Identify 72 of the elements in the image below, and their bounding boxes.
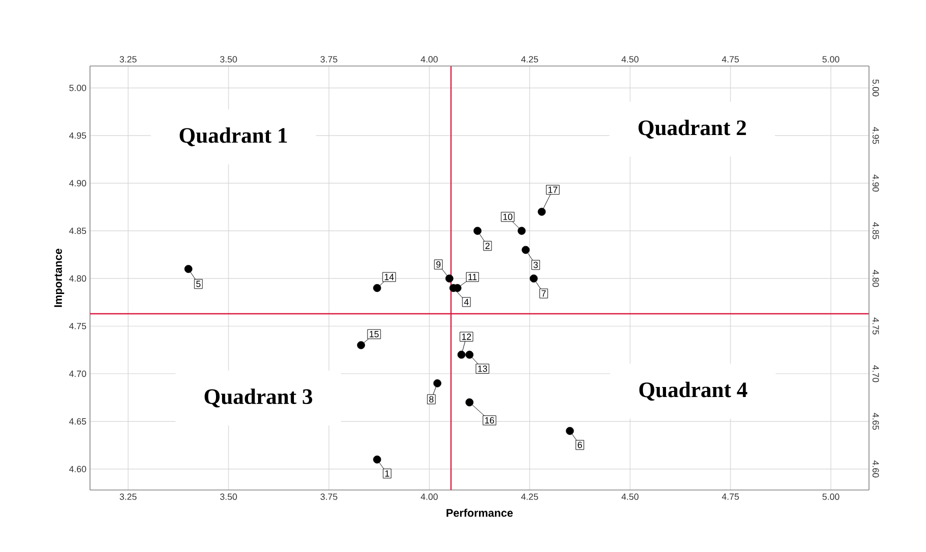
point <box>474 226 482 235</box>
x-tick-label: 4.00 <box>420 56 438 62</box>
point <box>457 350 466 359</box>
x-tick-label: 3.50 <box>220 56 237 62</box>
annotation: Quadrant 1 <box>180 127 287 146</box>
annotation: Quadrant 4 <box>639 382 748 401</box>
annotation: 17 <box>548 186 558 193</box>
annotation: 11 <box>468 274 477 280</box>
x2-tick-label: 4.25 <box>521 494 538 500</box>
y-tick-label: 4.60 <box>69 466 86 472</box>
point <box>465 398 474 406</box>
point <box>445 274 454 282</box>
y-tick-label: 4.85 <box>69 228 86 234</box>
y2-tick-label: 4.85 <box>872 222 879 240</box>
x2-tick-label: 4.00 <box>420 494 438 500</box>
x2-tick-label: 3.50 <box>220 494 237 500</box>
point <box>184 264 192 273</box>
point <box>373 456 382 464</box>
annotation: 14 <box>384 274 394 280</box>
y-axis-title: Importance <box>54 248 64 307</box>
point <box>522 246 530 254</box>
y-tick-label: 4.80 <box>69 275 86 282</box>
y-tick-label: 4.90 <box>69 180 86 186</box>
point <box>518 226 526 235</box>
x-tick-label: 4.75 <box>722 56 739 62</box>
annotation: 6 <box>578 442 582 448</box>
y2-tick-label: 4.95 <box>872 126 879 144</box>
y-tick-label: 5.00 <box>69 84 86 92</box>
y2-tick-label: 4.80 <box>872 270 879 287</box>
y2-tick-label: 5.00 <box>872 80 879 96</box>
x-tick-label: 5.00 <box>822 56 840 62</box>
annotation: 8 <box>429 396 434 402</box>
annotation: 13 <box>478 366 488 372</box>
annotation: 15 <box>370 331 379 338</box>
annotation: 1 <box>385 470 390 477</box>
y2-tick-label: 4.60 <box>872 460 879 478</box>
x2-tick-label: 3.75 <box>320 494 338 500</box>
annotation: 3 <box>534 262 538 268</box>
annotation: 5 <box>196 280 201 288</box>
x-tick-label: 4.50 <box>622 56 638 62</box>
x2-tick-label: 4.50 <box>622 494 638 500</box>
y-tick-label: 4.95 <box>69 132 86 139</box>
point <box>465 350 474 359</box>
annotation: 9 <box>436 261 440 268</box>
x2-tick-label: 4.75 <box>722 494 739 500</box>
annotation: 4 <box>464 298 469 306</box>
point <box>373 284 382 292</box>
y2-tick-label: 4.75 <box>872 318 879 334</box>
y-tick-label: 4.70 <box>69 370 86 377</box>
point <box>530 274 538 282</box>
annotation: 2 <box>485 242 490 249</box>
x2-tick-label: 3.25 <box>120 494 137 500</box>
x-tick-label: 4.25 <box>521 56 538 62</box>
point <box>433 379 442 388</box>
y2-tick-label: 4.70 <box>872 365 879 382</box>
y-tick-label: 4.75 <box>69 322 86 330</box>
y-tick-label: 4.65 <box>69 418 86 425</box>
point <box>357 341 366 350</box>
y2-tick-label: 4.90 <box>872 174 879 192</box>
x2-tick-label: 5.00 <box>822 494 840 500</box>
x-axis-title: Performance <box>446 508 513 517</box>
annotation: 12 <box>462 334 471 340</box>
annotation: 16 <box>485 417 494 424</box>
annotation: Quadrant 2 <box>638 120 746 139</box>
y2-tick-label: 4.65 <box>872 412 879 430</box>
point <box>538 208 546 216</box>
annotation: 7 <box>542 290 546 297</box>
annotation: Quadrant 3 <box>204 388 312 408</box>
x-tick-label: 3.75 <box>320 56 338 62</box>
annotation: 10 <box>503 214 512 220</box>
x-tick-label: 3.25 <box>120 56 137 62</box>
point <box>566 426 574 435</box>
